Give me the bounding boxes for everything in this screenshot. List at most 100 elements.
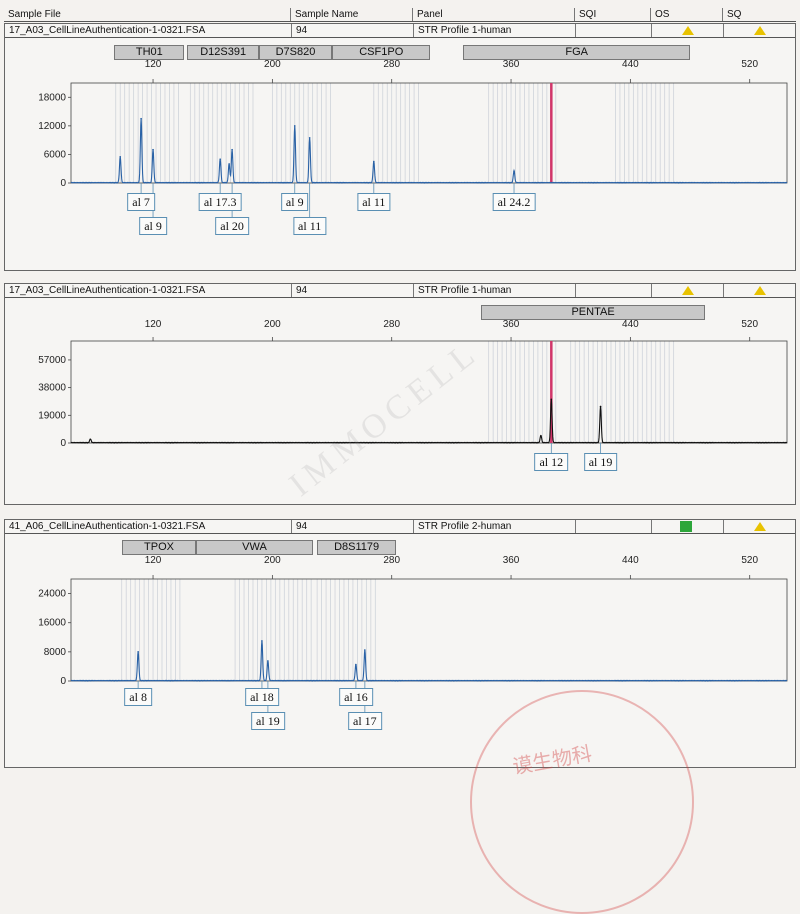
allele-call-label[interactable]: al 9 (280, 193, 309, 211)
peak-point (231, 148, 233, 151)
column-os: OS (650, 8, 722, 21)
allele-call-label[interactable]: al 17.3 (198, 193, 242, 211)
x-tick-label: 360 (503, 319, 520, 330)
peak-point (152, 148, 154, 151)
sample-name-cell: 94 (291, 24, 413, 37)
warning-triangle-icon (754, 26, 766, 35)
sample-name-cell: 94 (291, 520, 413, 533)
x-tick-label: 520 (741, 59, 758, 70)
sample-header-row[interactable]: 41_A06_CellLineAuthentication-1-0321.FSA… (5, 520, 795, 534)
allele-call-label[interactable]: al 11 (357, 193, 391, 211)
peak-point (599, 405, 602, 408)
panel-name-cell: STR Profile 1-human (413, 284, 575, 297)
x-tick-label: 360 (503, 555, 520, 566)
peak-point (364, 649, 366, 651)
electropherogram-plot: 120 200 280 360 440 520 0 19000 38000 57000 (38, 319, 788, 453)
locus-marker-d7s820[interactable]: D7S820 (258, 45, 333, 60)
pass-square-icon (680, 521, 692, 532)
x-tick-label: 120 (145, 555, 162, 566)
column-sample-file: Sample File (8, 9, 61, 20)
peak-point (140, 117, 142, 120)
sqi-cell (575, 24, 651, 37)
peak-point (261, 640, 263, 642)
column-header-row: Sample File Sample Name Panel SQI OS SQ (4, 8, 796, 22)
peak-point (267, 660, 269, 662)
warning-triangle-icon (682, 286, 694, 295)
x-tick-label: 440 (622, 555, 639, 566)
x-tick-label: 440 (622, 59, 639, 70)
sample-panel: 41_A06_CellLineAuthentication-1-0321.FSA… (4, 519, 796, 768)
allele-call-label[interactable]: al 17 (348, 712, 382, 730)
warning-triangle-icon (754, 286, 766, 295)
sample-file-cell: 41_A06_CellLineAuthentication-1-0321.FSA (9, 521, 206, 532)
y-tick-label: 8000 (44, 647, 67, 658)
x-tick-label: 280 (383, 319, 400, 330)
y-tick-label: 57000 (38, 355, 66, 366)
locus-marker-d12s391[interactable]: D12S391 (187, 45, 259, 60)
y-tick-label: 24000 (38, 589, 66, 600)
peak-point (513, 170, 515, 172)
y-tick-label: 12000 (38, 121, 66, 132)
locus-marker-vwa[interactable]: VWA (196, 540, 313, 555)
peak-point (293, 125, 296, 127)
column-sq: SQ (722, 8, 796, 21)
sample-header-row[interactable]: 17_A03_CellLineAuthentication-1-0321.FSA… (5, 284, 795, 298)
os-cell (651, 24, 723, 37)
os-cell (651, 520, 723, 533)
allele-call-label[interactable]: al 16 (339, 688, 373, 706)
x-tick-label: 200 (264, 59, 281, 70)
peak-point (308, 136, 311, 139)
electropherogram-plot: 120 200 280 360 440 520 0 8000 16000 24000 (38, 555, 788, 712)
x-tick-label: 200 (264, 555, 281, 566)
y-tick-label: 0 (60, 676, 66, 687)
sample-header-row[interactable]: 17_A03_CellLineAuthentication-1-0321.FSA… (5, 24, 795, 38)
allele-call-label[interactable]: al 20 (215, 217, 249, 235)
sq-cell (723, 24, 795, 37)
signal-trace (70, 118, 788, 184)
y-tick-label: 0 (60, 438, 66, 449)
allele-call-label[interactable]: al 8 (124, 688, 152, 706)
x-tick-label: 280 (383, 59, 400, 70)
allele-call-label[interactable]: al 7 (127, 193, 155, 211)
y-tick-label: 6000 (44, 149, 67, 160)
sqi-cell (575, 520, 651, 533)
os-cell (651, 284, 723, 297)
company-seal: 谟生物科 (470, 690, 694, 914)
allele-call-label[interactable]: al 19 (251, 712, 285, 730)
allele-call-label[interactable]: al 24.2 (492, 193, 536, 211)
peak-point (540, 434, 542, 437)
sq-cell (723, 520, 795, 533)
panel-name-cell: STR Profile 1-human (413, 24, 575, 37)
allele-call-label[interactable]: al 18 (245, 688, 279, 706)
signal-trace (70, 399, 788, 444)
allele-call-label[interactable]: al 12 (534, 453, 569, 471)
peak-point (137, 651, 139, 653)
column-panel: Panel (412, 8, 574, 21)
y-tick-label: 16000 (38, 618, 66, 629)
signal-trace (70, 640, 788, 682)
locus-marker-tpox[interactable]: TPOX (121, 540, 197, 555)
allele-call-label[interactable]: al 11 (293, 217, 327, 235)
peak-point (550, 398, 553, 401)
locus-marker-fga[interactable]: FGA (463, 45, 691, 60)
x-tick-label: 120 (145, 319, 162, 330)
allele-call-label[interactable]: al 19 (583, 453, 618, 471)
column-sqi: SQI (574, 8, 650, 21)
x-tick-label: 440 (622, 319, 639, 330)
y-tick-label: 0 (60, 178, 66, 189)
locus-marker-csf1po[interactable]: CSF1PO (332, 45, 431, 60)
locus-marker-d8s1179[interactable]: D8S1179 (317, 540, 397, 555)
sample-panel: 17_A03_CellLineAuthentication-1-0321.FSA… (4, 283, 796, 505)
peak-point (373, 160, 375, 163)
x-tick-label: 120 (145, 59, 162, 70)
y-tick-label: 38000 (38, 383, 66, 394)
sqi-cell (575, 284, 651, 297)
sq-cell (723, 284, 795, 297)
locus-marker-th01[interactable]: TH01 (114, 45, 185, 60)
sample-file-cell: 17_A03_CellLineAuthentication-1-0321.FSA (9, 285, 206, 296)
allele-call-label[interactable]: al 9 (139, 217, 167, 235)
x-tick-label: 520 (741, 319, 758, 330)
peak-point (89, 438, 92, 441)
locus-marker-pentae[interactable]: PENTAE (481, 305, 705, 320)
column-sample-name: Sample Name (290, 8, 412, 21)
